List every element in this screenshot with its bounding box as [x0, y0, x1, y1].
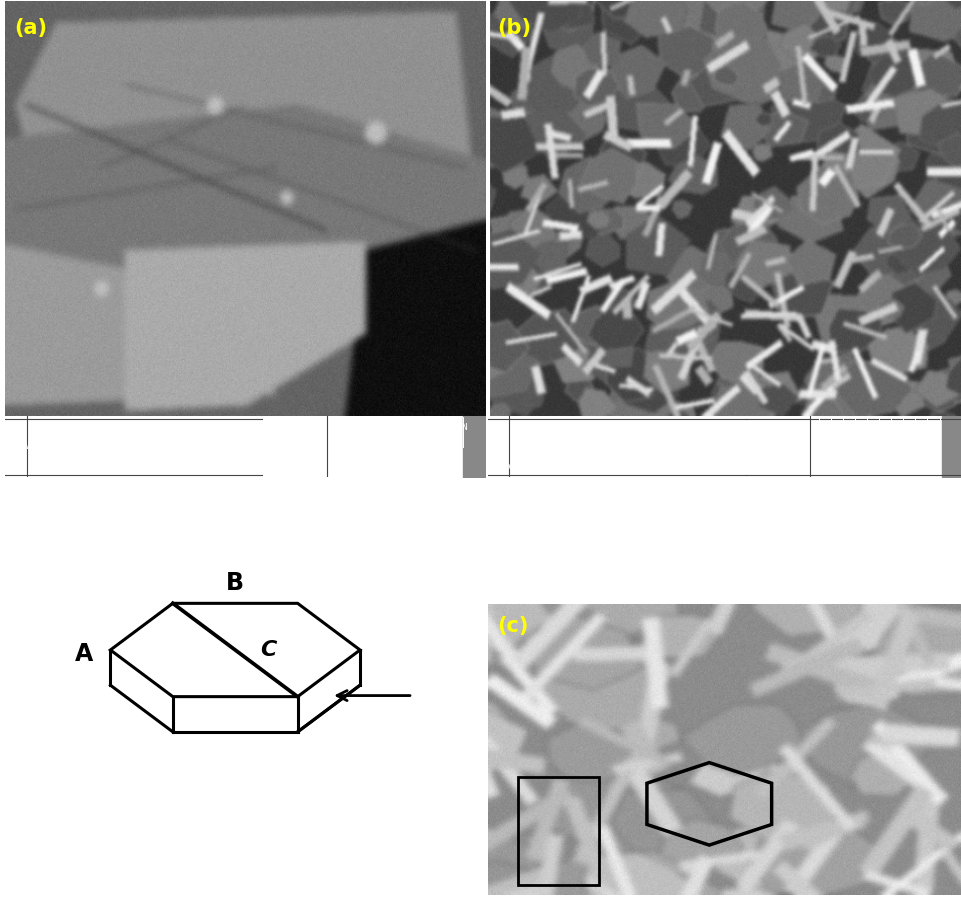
Text: B: B	[226, 571, 244, 594]
Text: SEM HV: 15.0 kV: SEM HV: 15.0 kV	[641, 423, 722, 432]
Text: View field: 12.7 μm: View field: 12.7 μm	[10, 442, 111, 451]
Text: WD: 3.57 mm: WD: 3.57 mm	[492, 442, 551, 451]
Text: C: C	[260, 640, 277, 660]
Text: (b): (b)	[497, 17, 530, 38]
Text: Det: InBeam: Det: InBeam	[641, 442, 700, 451]
Text: SEM MAG: 50.0 kx: SEM MAG: 50.0 kx	[492, 423, 578, 432]
Text: View field: 2.89 μm: View field: 2.89 μm	[641, 462, 743, 471]
Text: 2 μm: 2 μm	[266, 442, 287, 451]
Text: RAZI FOUNDATION: RAZI FOUNDATION	[818, 462, 899, 471]
Text: SEM MAG: 15.0 kx: SEM MAG: 15.0 kx	[10, 462, 95, 471]
Text: (a): (a)	[14, 17, 47, 38]
Text: 500 nm: 500 nm	[790, 442, 822, 451]
Text: SEM HV: 15 kV: SEM HV: 15 kV	[10, 423, 80, 432]
Text: MIRA3 TESCAN: MIRA3 TESCAN	[847, 423, 911, 432]
Polygon shape	[111, 603, 359, 697]
Text: VEGA3 TESCAN: VEGA3 TESCAN	[403, 423, 467, 432]
Text: WD: 11.34 mm: WD: 11.34 mm	[163, 423, 228, 432]
Text: Date(m/d/y): 12/27/21: Date(m/d/y): 12/27/21	[492, 462, 604, 471]
Text: A: A	[75, 642, 93, 666]
Text: Yazd University: Yazd University	[163, 442, 243, 451]
